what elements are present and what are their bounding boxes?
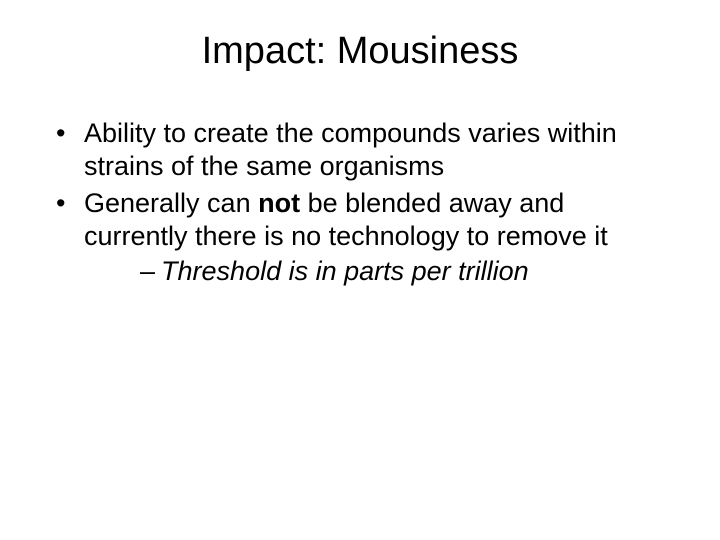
slide: Impact: Mousiness Ability to create the …	[0, 0, 720, 540]
sub-bullet-text: Threshold is in parts per trillion	[161, 256, 529, 286]
bullet-text-2-bold: not	[258, 188, 300, 218]
sub-bullet: –Threshold is in parts per trillion	[84, 255, 672, 289]
bullet-text-2-pre: Generally can	[84, 188, 258, 218]
bullet-list: Ability to create the compounds varies w…	[48, 117, 672, 289]
bullet-text-1: Ability to create the compounds varies w…	[84, 118, 617, 181]
slide-title: Impact: Mousiness	[48, 30, 672, 73]
bullet-item-1: Ability to create the compounds varies w…	[56, 117, 672, 183]
dash-icon: –	[140, 256, 155, 286]
bullet-item-2: Generally can not be blended away and cu…	[56, 187, 672, 289]
